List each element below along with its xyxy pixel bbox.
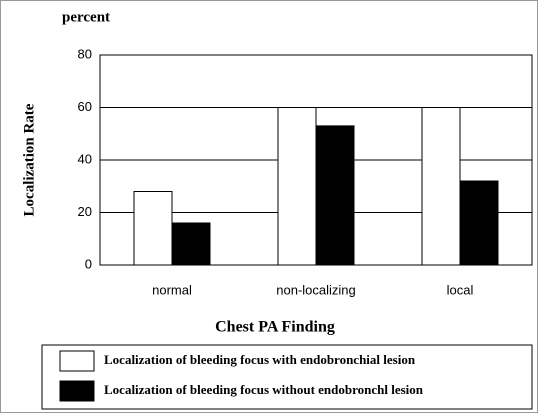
x-tick-label: local — [447, 282, 474, 297]
y-tick-label: 80 — [78, 46, 92, 61]
y-tick-label: 40 — [78, 151, 92, 166]
chart-title: percent — [62, 9, 110, 25]
x-axis-label: Chest PA Finding — [215, 319, 335, 336]
bar — [315, 125, 355, 266]
bar — [171, 222, 211, 266]
legend-box — [41, 344, 533, 410]
legend-marker — [59, 380, 95, 402]
legend-label: Localization of bleeding focus without e… — [104, 382, 424, 397]
bar — [421, 107, 461, 266]
bar — [277, 107, 317, 266]
legend-label: Localization of bleeding focus with endo… — [104, 352, 416, 367]
x-tick-label: non-localizing — [276, 282, 356, 297]
y-tick-label: 20 — [78, 204, 92, 219]
bar — [133, 191, 173, 266]
y-axis-label: Localization Rate — [21, 103, 37, 216]
y-tick-label: 0 — [85, 256, 92, 271]
legend-marker — [59, 350, 95, 372]
bar — [459, 180, 499, 266]
x-tick-label: normal — [152, 282, 192, 297]
y-tick-label: 60 — [78, 99, 92, 114]
